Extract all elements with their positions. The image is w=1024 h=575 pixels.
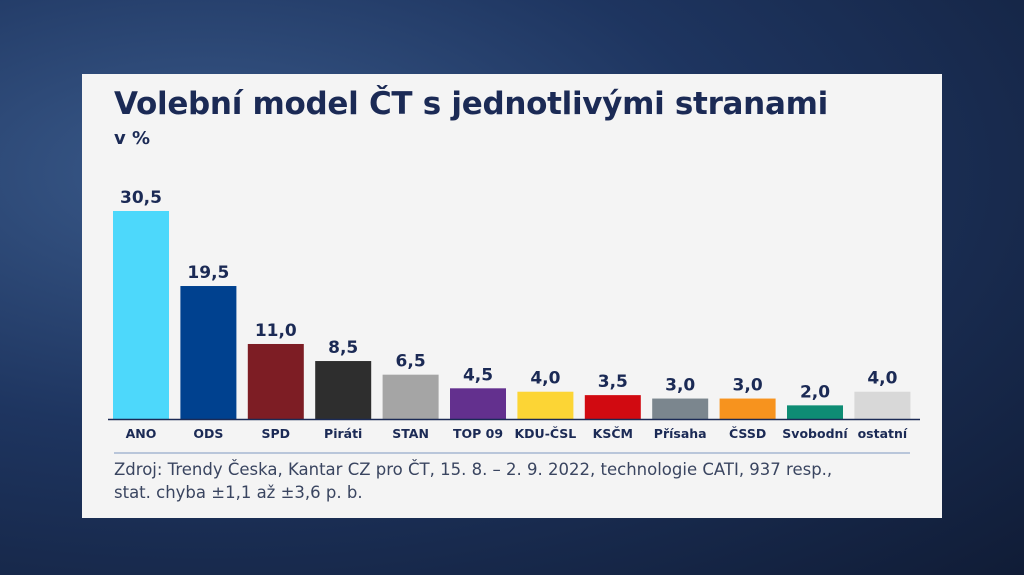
value-label-1: 19,5 — [187, 263, 229, 283]
value-label-9: 3,0 — [733, 376, 763, 396]
value-label-7: 3,5 — [598, 372, 628, 392]
value-label-6: 4,0 — [530, 369, 560, 389]
value-label-5: 4,5 — [463, 365, 493, 385]
bar-4 — [382, 374, 439, 419]
category-label-10: Svobodní — [782, 426, 848, 441]
value-label-3: 8,5 — [328, 338, 358, 358]
category-label-1: ODS — [193, 426, 223, 441]
value-label-4: 6,5 — [396, 352, 426, 372]
value-label-0: 30,5 — [120, 188, 162, 208]
bar-3 — [315, 361, 372, 419]
category-label-8: Přísaha — [654, 426, 707, 441]
bar-7 — [584, 395, 641, 419]
chart-title: Volební model ČT s jednotlivými stranami — [114, 86, 828, 122]
category-label-3: Piráti — [324, 426, 362, 441]
bar-6 — [517, 391, 574, 419]
bar-10 — [787, 405, 843, 419]
category-label-2: SPD — [262, 426, 291, 441]
category-label-9: ČSSD — [729, 426, 766, 441]
category-label-11: ostatní — [858, 426, 908, 441]
bar-11 — [854, 391, 911, 419]
category-label-0: ANO — [126, 426, 157, 441]
bar-8 — [652, 398, 709, 419]
category-label-4: STAN — [392, 426, 429, 441]
bar-0 — [113, 211, 169, 419]
source-note: Zdroj: Trendy Česka, Kantar CZ pro ČT, 1… — [114, 458, 914, 504]
bar-1 — [180, 286, 237, 419]
category-label-6: KDU-ČSL — [515, 426, 577, 441]
bar-2 — [247, 343, 304, 419]
category-label-5: TOP 09 — [453, 426, 503, 441]
source-line-2: stat. chyba ±1,1 až ±3,6 p. b. — [114, 483, 363, 502]
value-label-2: 11,0 — [255, 321, 297, 341]
value-label-11: 4,0 — [867, 369, 897, 389]
category-label-7: KSČM — [593, 426, 633, 441]
bar-9 — [719, 398, 776, 419]
value-label-10: 2,0 — [800, 382, 830, 402]
bar-5 — [450, 388, 506, 419]
chart-subtitle: v % — [114, 128, 151, 149]
bar-chart: 30,5 ANO 19,5 ODS 11,0 SPD 8,5 Piráti 6,5 STAN 4,5… — [108, 188, 920, 454]
source-line-1: Zdroj: Trendy Česka, Kantar CZ pro ČT, 1… — [114, 460, 833, 479]
value-label-8: 3,0 — [665, 376, 695, 396]
chart-card: Volební model ČT s jednotlivými stranami… — [82, 74, 942, 518]
